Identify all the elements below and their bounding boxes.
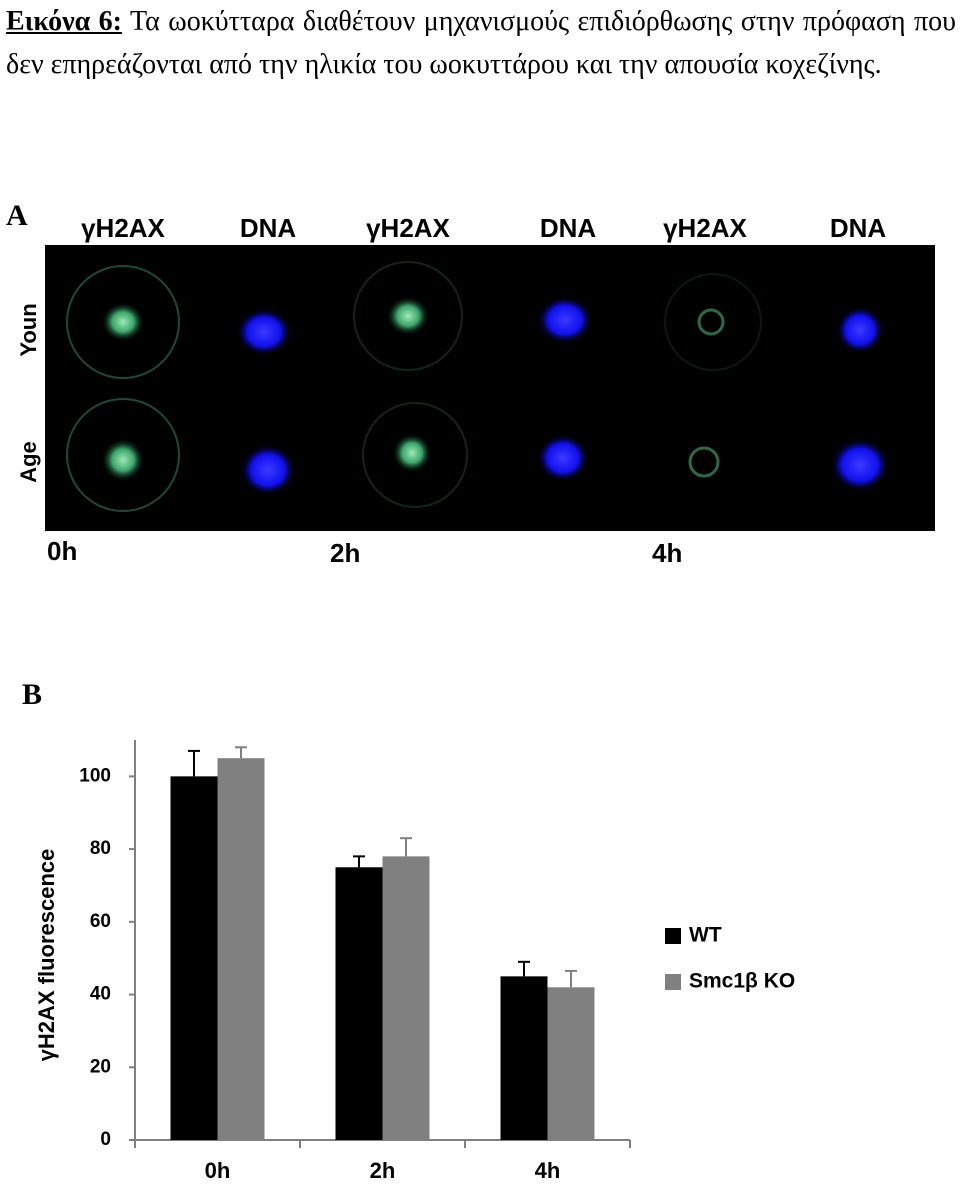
x-tick-label: 0h — [205, 1158, 231, 1183]
column-label: DNA — [540, 213, 597, 243]
chart: 0 20 40 60 80 100 0h 2h 4h WT Smc1β KO — [79, 740, 795, 1183]
y-tick-label: 0 — [100, 1129, 111, 1150]
panel-label: A — [6, 199, 28, 232]
caption-text: Τα ωοκύτταρα διαθέτουν μηχανισμούς επιδι… — [6, 6, 957, 80]
caption-label: Εικόνα 6: — [6, 6, 123, 37]
row-label: Age — [16, 441, 41, 483]
cells — [66, 261, 762, 512]
column-label: DNA — [830, 213, 887, 243]
bar — [382, 856, 430, 1140]
time-label: 4h — [652, 538, 682, 568]
legend-swatch — [665, 928, 681, 944]
x-tick-label: 2h — [370, 1158, 396, 1183]
bar — [217, 758, 265, 1140]
y-tick-label: 80 — [90, 838, 111, 859]
y-tick-label: 40 — [90, 984, 111, 1005]
column-label: γH2AX — [663, 213, 747, 243]
legend-label: Smc1β KO — [689, 970, 795, 993]
panel-label: B — [22, 678, 42, 711]
bar — [500, 976, 548, 1140]
column-label: DNA — [240, 213, 297, 243]
micrograph — [45, 245, 935, 531]
nuclei — [101, 296, 890, 496]
x-tick-label: 4h — [535, 1158, 561, 1183]
caption: Εικόνα 6: Τα ωοκύτταρα διαθέτουν μηχανισ… — [6, 0, 956, 86]
row-label: Youn — [16, 303, 41, 356]
column-label: γH2AX — [81, 213, 165, 243]
bar — [547, 987, 595, 1140]
bar — [335, 867, 383, 1140]
y-tick-label: 100 — [79, 765, 111, 786]
y-tick-label: 60 — [90, 911, 111, 932]
y-tick-label: 20 — [90, 1056, 111, 1077]
legend-label: WT — [689, 924, 722, 947]
y-axis-label: γH2AX fluorescence — [34, 849, 59, 1062]
legend-swatch — [665, 974, 681, 990]
bar — [170, 776, 218, 1140]
column-label: γH2AX — [366, 213, 450, 243]
time-label: 0h — [47, 536, 77, 566]
time-label: 2h — [330, 538, 360, 568]
